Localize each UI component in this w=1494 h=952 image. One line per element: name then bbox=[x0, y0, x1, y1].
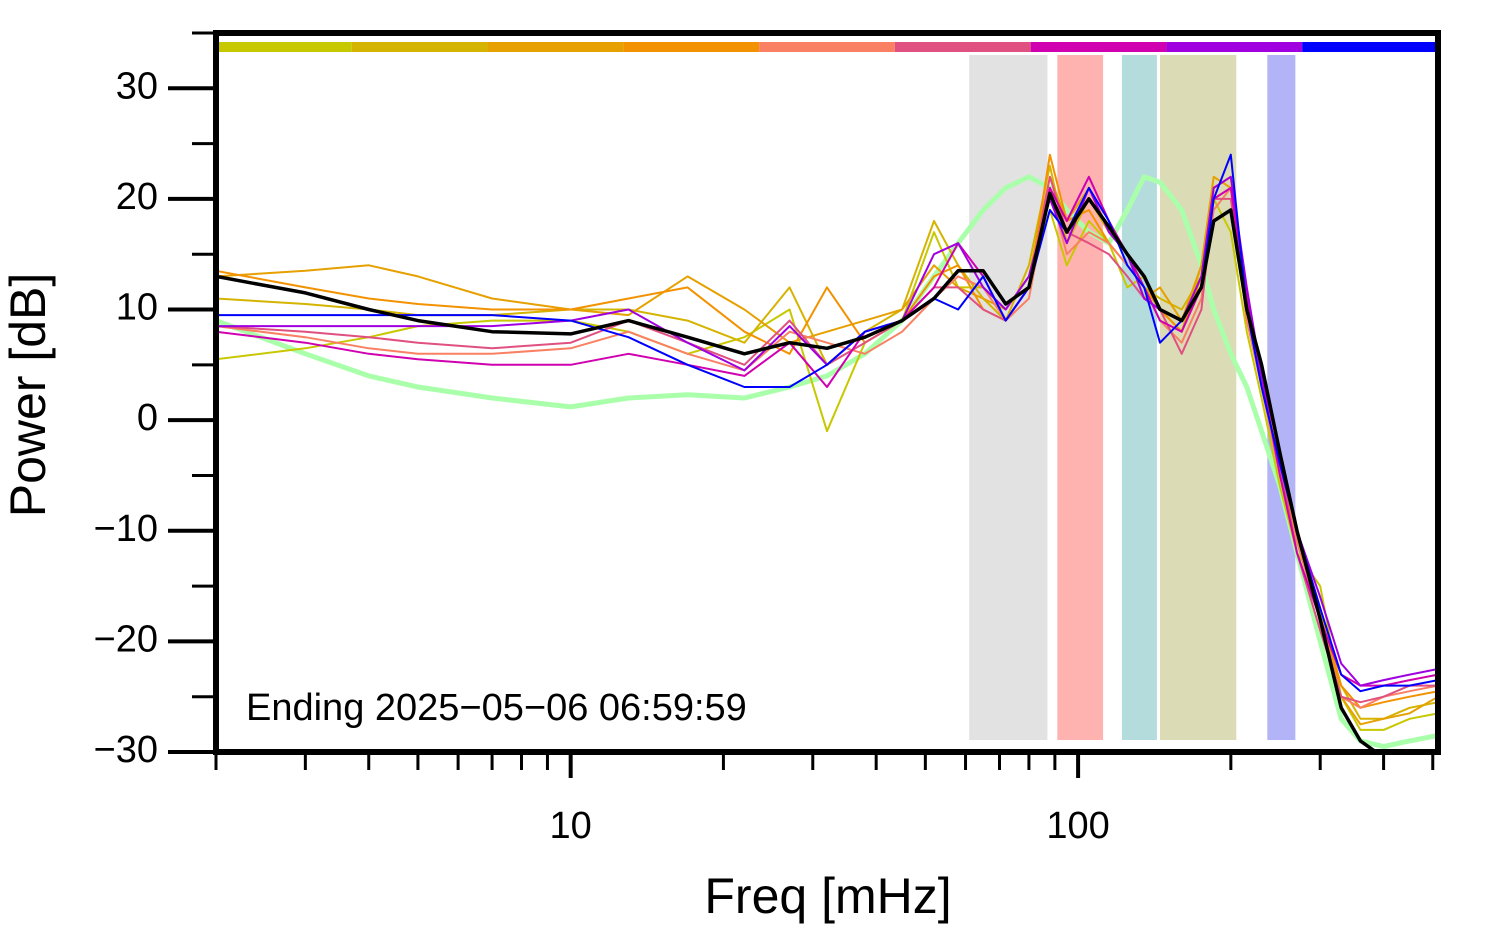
band bbox=[1267, 55, 1296, 740]
line bbox=[216, 175, 1438, 726]
band bbox=[1159, 55, 1237, 740]
x-tick-label: 100 bbox=[1046, 805, 1109, 847]
band bbox=[969, 55, 1048, 740]
color-bar-segment bbox=[351, 42, 488, 52]
color-bar bbox=[216, 42, 1438, 52]
x-axis-title: Freq [mHz] bbox=[704, 868, 951, 924]
bands bbox=[969, 55, 1296, 740]
y-tick-label: −20 bbox=[94, 618, 158, 660]
line bbox=[216, 153, 1438, 693]
line bbox=[216, 191, 1379, 752]
color-bar-segment bbox=[759, 42, 895, 52]
y-axis-title: Power [dB] bbox=[0, 273, 56, 518]
y-tick-label: −30 bbox=[94, 729, 158, 771]
color-bar-segment bbox=[623, 42, 760, 52]
x-tick-label: 10 bbox=[550, 805, 592, 847]
axes: −30 −20 −10 0 10 20 30 10 100 bbox=[94, 31, 1435, 847]
lines bbox=[216, 153, 1438, 752]
color-bar-segment bbox=[1030, 42, 1167, 52]
line bbox=[216, 186, 1438, 709]
y-tick-label: 0 bbox=[137, 397, 158, 439]
color-bar-segment bbox=[1166, 42, 1303, 52]
line bbox=[216, 175, 1438, 687]
color-bar-segment bbox=[1302, 42, 1438, 52]
color-bar-segment bbox=[894, 42, 1031, 52]
line bbox=[216, 174, 1438, 749]
color-bar-segment bbox=[216, 42, 352, 52]
y-tick-label: 30 bbox=[116, 65, 158, 107]
plot-frame bbox=[213, 30, 1441, 755]
line bbox=[216, 197, 1438, 731]
band bbox=[1121, 55, 1157, 740]
color-bar-segment bbox=[487, 42, 624, 52]
y-tick-label: 20 bbox=[116, 176, 158, 218]
y-tick-label: −10 bbox=[94, 508, 158, 550]
line bbox=[216, 175, 1438, 704]
band bbox=[1057, 55, 1104, 740]
line bbox=[216, 164, 1438, 720]
y-tick-label: 10 bbox=[116, 287, 158, 329]
annotation: Ending 2025−05−06 06:59:59 bbox=[246, 687, 747, 729]
